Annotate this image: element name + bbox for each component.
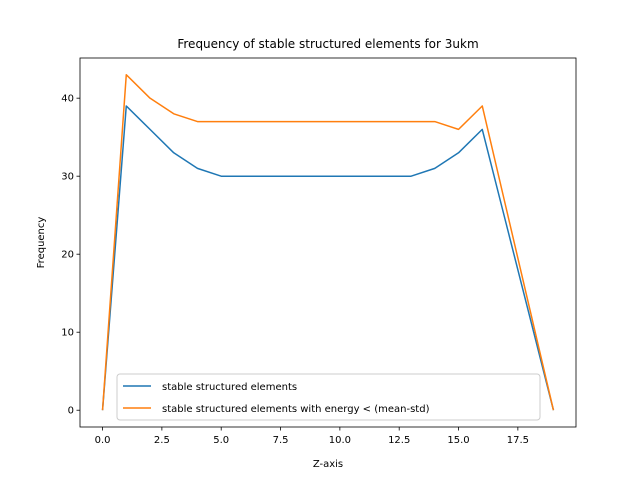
x-tick-label: 2.5 [154,435,170,446]
legend-label-1: stable structured elements [162,382,297,393]
x-axis-label: Z-axis [313,459,343,470]
legend: stable structured elements stable structu… [116,373,541,421]
y-tick-label: 20 [61,250,74,261]
y-axis-ticks: 0 10 20 30 40 [61,94,80,417]
x-tick-label: 12.5 [388,435,410,446]
y-axis-label: Frequency [36,217,47,269]
y-tick-label: 0 [68,406,74,417]
x-axis-ticks: 0.0 2.5 5.0 7.5 10.0 12.5 15.0 17.5 [95,427,529,446]
legend-box [116,373,541,421]
axes-frame [79,57,577,428]
chart-title: Frequency of stable structured elements … [177,37,478,51]
y-tick-label: 10 [61,328,74,339]
series-line-1 [101,105,555,411]
legend-label-2: stable structured elements with energy <… [162,404,430,415]
series-line-2 [101,74,555,411]
x-tick-label: 17.5 [507,435,529,446]
x-tick-label: 15.0 [447,435,469,446]
x-tick-label: 7.5 [273,435,289,446]
x-tick-label: 0.0 [95,435,111,446]
y-tick-label: 40 [61,94,74,105]
x-tick-label: 10.0 [329,435,351,446]
x-tick-label: 5.0 [213,435,229,446]
plot-lines [101,74,555,411]
y-tick-label: 30 [61,172,74,183]
